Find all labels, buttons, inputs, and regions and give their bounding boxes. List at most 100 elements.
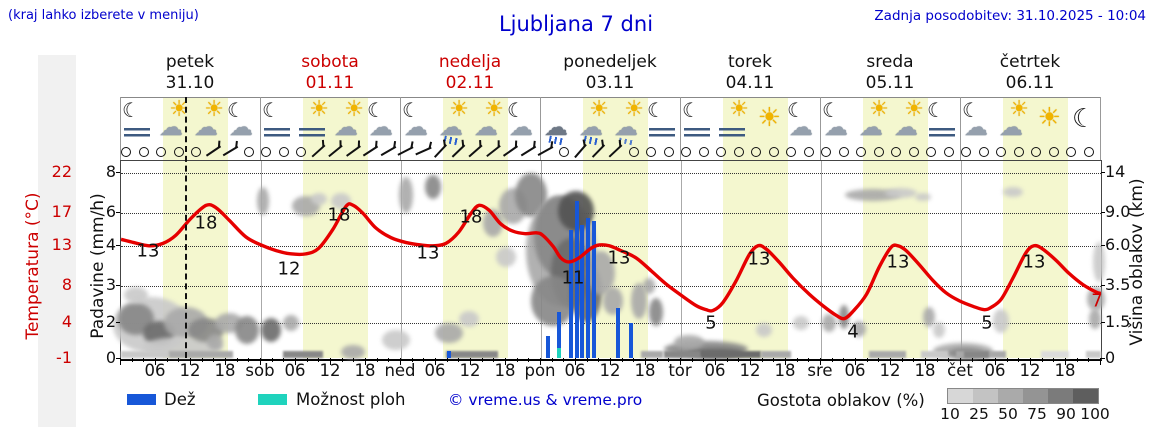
wind-calm-symbol — [240, 143, 258, 161]
density-segment — [998, 389, 1023, 403]
x-tick-label: ned — [384, 361, 416, 380]
calm-circle — [891, 147, 901, 157]
day-date: 05.11 — [865, 73, 915, 93]
x-tick-mark — [1006, 358, 1008, 362]
rain-bar — [568, 229, 573, 358]
ground-cloud-segment — [963, 351, 989, 358]
x-tick-mark — [668, 358, 670, 362]
wind-barb-symbol — [520, 143, 538, 161]
calm-circle — [191, 147, 201, 157]
cloud-tick: 0 — [1105, 348, 1116, 367]
calm-circle — [733, 147, 744, 157]
right-tick-mark — [1101, 212, 1105, 213]
temp-label: 18 — [459, 206, 483, 228]
calm-circle — [943, 147, 954, 157]
cloud-blob — [310, 192, 327, 205]
x-tick-mark — [166, 358, 168, 362]
x-tick-mark — [481, 358, 483, 362]
x-tick-label: sre — [807, 361, 833, 380]
day-header-sreda: sreda 05.11 — [820, 52, 960, 94]
day-gridline — [821, 161, 822, 359]
ground-cloud-segment — [640, 351, 663, 358]
cloud-glyph: ☁ — [229, 113, 253, 141]
calm-circle — [821, 147, 831, 157]
x-tick-mark — [995, 358, 996, 365]
sun-cloud-icon: ☀ ☁ — [890, 99, 925, 141]
left-tick-mark — [116, 212, 120, 213]
x-tick-label: 06 — [144, 361, 166, 380]
wind-calm-symbol — [1010, 143, 1028, 161]
sun-glyph: ☀ — [589, 97, 609, 122]
cloud-glyph: ☁ — [474, 113, 498, 141]
cloud-blob — [124, 287, 149, 304]
x-tick-mark — [738, 358, 740, 362]
day-divider — [120, 97, 121, 160]
x-tick-mark — [936, 358, 938, 362]
day-divider — [260, 97, 261, 160]
x-tick-mark — [820, 358, 821, 365]
temp-tick: 4 — [61, 312, 72, 331]
cloud-tick: 6.0 — [1105, 235, 1131, 254]
x-tick-mark — [691, 358, 693, 362]
calm-circle — [628, 147, 639, 157]
day-divider — [680, 97, 681, 160]
x-tick-mark — [551, 358, 553, 362]
cloud-glyph: ☁ — [964, 113, 988, 141]
wind-barb-symbol — [362, 143, 380, 161]
wind-calm-symbol — [1045, 143, 1063, 161]
barb-line — [537, 146, 554, 156]
calm-circle — [296, 147, 306, 157]
moon-glyph: ☾ — [227, 98, 245, 122]
x-tick-mark — [505, 358, 506, 365]
x-tick-label: 18 — [1054, 361, 1076, 380]
calm-circle — [873, 147, 884, 157]
moon-glyph: ☾ — [402, 98, 420, 122]
precip-tick: 6 — [105, 202, 116, 221]
credit-link[interactable]: © vreme.us & vreme.pro — [448, 391, 643, 409]
wind-calm-symbol — [152, 143, 170, 161]
x-tick-mark — [1030, 358, 1031, 365]
wind-calm-symbol — [170, 143, 188, 161]
day-header-torek: torek 04.11 — [680, 52, 820, 94]
wind-calm-symbol — [117, 143, 135, 161]
cloud-blob — [434, 322, 463, 343]
x-tick-mark — [435, 358, 436, 365]
x-tick-mark — [925, 358, 926, 365]
left-tick-mark — [116, 245, 120, 246]
wind-barb-symbol — [205, 143, 223, 161]
x-tick-mark — [365, 358, 366, 365]
cloud-density-scale — [947, 388, 1099, 404]
cloud-blob — [851, 321, 866, 337]
day-divider — [1100, 97, 1101, 160]
ground-cloud-segment — [168, 351, 233, 358]
cloud-blob — [932, 322, 945, 339]
moon-glyph: ☾ — [682, 98, 700, 122]
cloud-blob — [256, 187, 269, 215]
precip-tick: 4 — [105, 235, 116, 254]
x-tick-mark — [470, 358, 471, 365]
sun-cloud-icon: ☀ ☁ — [330, 99, 365, 141]
calm-circle — [261, 147, 271, 157]
cloud-glyph: ☁ — [159, 113, 183, 141]
precip-tick: 0 — [105, 348, 116, 367]
sun-cloud-icon: ☀ ☁ — [855, 99, 890, 141]
day-name: ponedeljek — [563, 52, 657, 72]
temperature-curve — [121, 202, 1101, 321]
right-tick-mark — [1101, 172, 1105, 173]
x-tick-mark — [318, 358, 320, 362]
day-divider — [820, 97, 821, 160]
x-tick-label: 12 — [319, 361, 341, 380]
temp-label: 7 — [1091, 290, 1103, 312]
barb-line — [345, 145, 361, 157]
barb-line — [328, 144, 343, 158]
horizontal-gridline — [121, 173, 1101, 174]
cloud-glyph: ☁ — [789, 113, 813, 141]
sun-cloud-icon: ☀ ☁ — [995, 99, 1030, 141]
wind-calm-symbol — [677, 143, 695, 161]
barb-line — [362, 145, 379, 157]
density-segment — [1048, 389, 1073, 403]
ground-cloud-segment — [700, 351, 761, 358]
cloud-glyph: ☁ — [334, 113, 358, 141]
day-gridline — [961, 161, 962, 359]
density-segment — [1073, 389, 1098, 403]
